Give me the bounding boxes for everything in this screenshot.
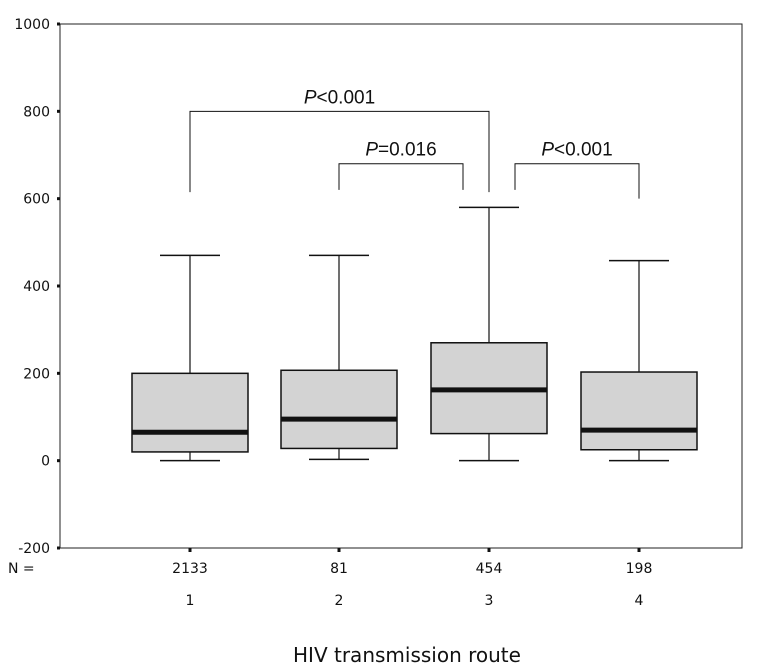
significance-bracket: P<0.001 (514, 140, 640, 199)
x-axis-title: HIV transmission route (293, 643, 521, 667)
p-value-label: P<0.001 (541, 140, 612, 161)
iqr-box (580, 371, 698, 451)
boxes (131, 206, 698, 462)
bracket-line (338, 163, 464, 190)
bracket-line (189, 110, 490, 193)
n-label: N = (8, 561, 35, 577)
iqr-box (280, 369, 398, 450)
p-value-label: P<0.001 (304, 87, 375, 108)
y-tick-label: -200 (18, 541, 50, 557)
significance-annotations: P<0.001 P=0.016 P<0.001 (189, 87, 640, 199)
bracket-line (514, 163, 640, 199)
x-tick-label: 2 (335, 593, 344, 609)
y-tick-label: 400 (23, 279, 50, 295)
y-tick-label: 0 (41, 454, 50, 470)
y-axis: -200 0 200 400 600 800 1000 (14, 17, 60, 557)
significance-bracket: P<0.001 (189, 87, 490, 193)
n-value-label: 198 (626, 561, 653, 577)
x-tick-label: 1 (186, 593, 195, 609)
x-axis: 2133 1 81 2 454 3 198 4 (172, 548, 652, 609)
x-tick-label: 3 (485, 593, 494, 609)
box-group (580, 259, 698, 462)
significance-bracket: P=0.016 (338, 140, 464, 190)
y-tick-label: 800 (23, 104, 50, 120)
plot-frame (59, 23, 743, 549)
box-group (430, 206, 548, 462)
y-tick-label: 1000 (14, 17, 50, 33)
n-value-label: 81 (330, 561, 348, 577)
iqr-box (131, 372, 249, 453)
p-value-label: P=0.016 (365, 140, 436, 161)
y-tick-label: 200 (23, 366, 50, 382)
y-tick-label: 600 (23, 192, 50, 208)
n-value-label: 454 (476, 561, 503, 577)
n-value-label: 2133 (172, 561, 208, 577)
box-group (131, 254, 249, 462)
box-group (280, 254, 398, 461)
x-tick-label: 4 (635, 593, 644, 609)
